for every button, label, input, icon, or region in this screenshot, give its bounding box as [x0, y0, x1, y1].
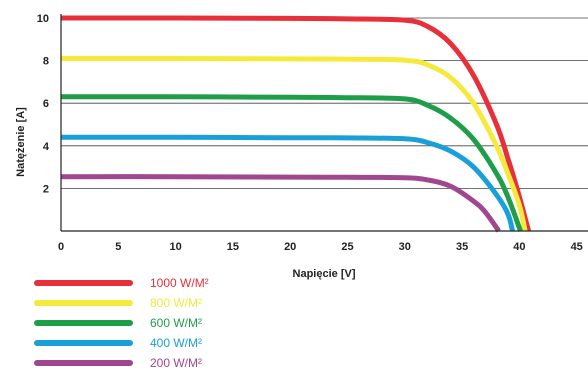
x-tick-0: 0 [58, 241, 64, 253]
series-line-3 [60, 94, 523, 232]
y-tick-8: 8 [43, 56, 49, 68]
legend-label-5: 200 W/M² [150, 356, 202, 370]
x-tick-35: 35 [456, 241, 468, 253]
y-tick-10: 10 [37, 13, 49, 25]
legend-label-1: 1000 W/M² [150, 276, 209, 290]
x-tick-30: 30 [399, 241, 411, 253]
series-line-5 [60, 174, 501, 233]
y-tick-6: 6 [43, 98, 49, 110]
x-tick-15: 15 [227, 241, 239, 253]
x-tick-25: 25 [341, 241, 353, 253]
axes [60, 14, 588, 232]
x-tick-labels: 0 5 10 15 20 25 30 35 40 45 [58, 241, 583, 253]
y-tick-2: 2 [43, 183, 49, 195]
x-tick-5: 5 [115, 241, 121, 253]
series-line-1 [60, 15, 532, 232]
y-tick-4: 4 [43, 141, 50, 153]
series-line-4 [60, 134, 515, 232]
series-line-2 [60, 55, 528, 232]
series-lines [60, 15, 532, 233]
x-tick-40: 40 [513, 241, 525, 253]
legend-label-4: 400 W/M² [150, 336, 202, 350]
legend: 1000 W/M² 800 W/M² 600 W/M² 400 W/M² 200 W/M… [34, 276, 209, 370]
y-tick-labels: 2 4 6 8 10 [37, 13, 50, 195]
x-tick-20: 20 [284, 241, 296, 253]
legend-label-2: 800 W/M² [150, 296, 202, 310]
x-tick-45: 45 [571, 241, 583, 253]
legend-label-3: 600 W/M² [150, 316, 202, 330]
x-axis-title: Napięcie [V] [293, 268, 356, 280]
x-tick-10: 10 [169, 241, 181, 253]
y-axis-title: Natężenie [A] [15, 107, 27, 177]
